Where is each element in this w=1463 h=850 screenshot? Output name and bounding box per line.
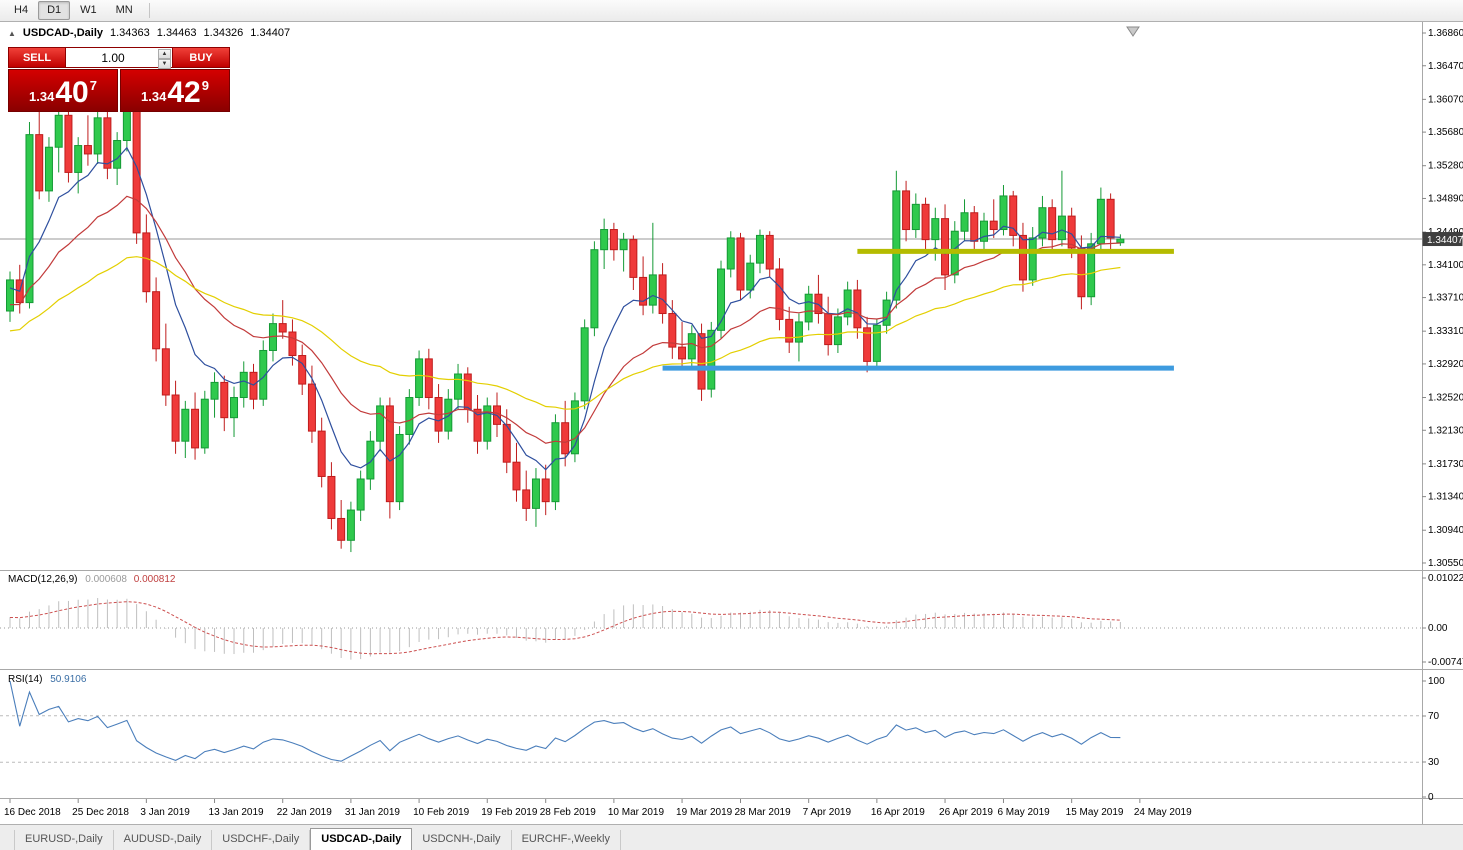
svg-text:1.32520: 1.32520 [1428,393,1463,404]
rsi-indicator-label: RSI(14) 50.9106 [8,674,86,685]
sell-button[interactable]: SELL [8,47,66,68]
svg-text:10 Feb 2019: 10 Feb 2019 [413,807,470,818]
svg-text:15 May 2019: 15 May 2019 [1066,807,1124,818]
svg-text:70: 70 [1428,711,1440,722]
svg-text:1.34407: 1.34407 [1427,235,1463,246]
volume-spinner: ▲ ▼ [158,49,171,69]
tab-usdcad-daily[interactable]: USDCAD-,Daily [310,828,413,850]
svg-text:26 Apr 2019: 26 Apr 2019 [939,807,993,818]
timeframe-w1-button[interactable]: W1 [80,4,97,16]
svg-text:1.35680: 1.35680 [1428,127,1463,138]
macd-panel: 0.010229 0.00 -0.007477 [0,573,1463,668]
one-click-trade-panel: SELL ▲ ▼ BUY 1.34 40 7 1.34 42 9 [8,47,230,112]
svg-text:1.31730: 1.31730 [1428,459,1463,470]
collapse-panel-icon[interactable]: ▲ [8,28,16,38]
svg-text:0: 0 [1428,792,1434,803]
svg-text:16 Dec 2018: 16 Dec 2018 [4,807,61,818]
tab-eurchf-weekly[interactable]: EURCHF-,Weekly [512,830,621,850]
macd-signal-value: 0.000812 [133,574,176,585]
ohlc-low: 1.34326 [203,27,244,39]
macd-name: MACD(12,26,9) [8,574,78,585]
ask-price-display[interactable]: 1.34 42 9 [120,69,230,112]
svg-text:6 May 2019: 6 May 2019 [997,807,1050,818]
macd-indicator-label: MACD(12,26,9) 0.000608 0.000812 [8,574,175,585]
rsi-value: 50.9106 [50,674,87,685]
bid-big-digits: 40 [55,76,89,110]
svg-text:1.36860: 1.36860 [1428,28,1463,39]
macd-main-value: 0.000608 [85,574,127,585]
current-price-tag: 1.34407 [1422,232,1463,247]
svg-text:1.34100: 1.34100 [1428,260,1463,271]
rsi-panel: 100 70 30 0 [0,676,1445,803]
svg-text:1.34890: 1.34890 [1428,193,1463,204]
tab-audusd-daily[interactable]: AUDUSD-,Daily [114,830,213,850]
svg-text:0.010229: 0.010229 [1428,573,1463,584]
svg-text:0.00: 0.00 [1428,623,1448,634]
symbol-title: USDCAD-,Daily [22,27,103,39]
ohlc-open: 1.34363 [110,27,150,39]
svg-text:1.33310: 1.33310 [1428,326,1463,337]
ohlc-high: 1.34463 [156,27,197,39]
volume-input[interactable] [66,48,172,67]
volume-down-icon[interactable]: ▼ [158,59,171,69]
bid-price-display[interactable]: 1.34 40 7 [8,69,118,112]
svg-text:13 Jan 2019: 13 Jan 2019 [209,807,264,818]
svg-text:7 Apr 2019: 7 Apr 2019 [803,807,852,818]
volume-box: ▲ ▼ [66,47,172,69]
svg-text:24 May 2019: 24 May 2019 [1134,807,1192,818]
svg-text:31 Jan 2019: 31 Jan 2019 [345,807,400,818]
tab-usdchf-daily[interactable]: USDCHF-,Daily [212,830,311,850]
svg-text:25 Dec 2018: 25 Dec 2018 [72,807,129,818]
svg-text:1.36470: 1.36470 [1428,61,1463,72]
svg-text:19 Mar 2019: 19 Mar 2019 [676,807,733,818]
svg-text:1.30550: 1.30550 [1428,558,1463,569]
bid-pip-digit: 7 [89,78,97,93]
svg-text:10 Mar 2019: 10 Mar 2019 [608,807,665,818]
tab-eurusd-daily[interactable]: EURUSD-,Daily [14,830,114,850]
svg-text:1.32130: 1.32130 [1428,425,1463,436]
svg-text:28 Mar 2019: 28 Mar 2019 [735,807,792,818]
chart-header: ▲ USDCAD-,Daily 1.34363 1.34463 1.34326 … [8,27,290,39]
svg-text:22 Jan 2019: 22 Jan 2019 [277,807,332,818]
svg-text:3 Jan 2019: 3 Jan 2019 [140,807,190,818]
price-axis-labels: 1.36860 1.36470 1.36070 1.35680 1.35280 1.348… [1422,28,1463,569]
svg-text:30: 30 [1428,757,1440,768]
svg-text:28 Feb 2019: 28 Feb 2019 [540,807,597,818]
ohlc-close: 1.34407 [250,27,291,39]
svg-text:1.30940: 1.30940 [1428,525,1463,536]
svg-text:1.35280: 1.35280 [1428,161,1463,172]
svg-text:19 Feb 2019: 19 Feb 2019 [481,807,538,818]
trend-lines [662,248,1174,371]
chart-shift-marker [1126,26,1140,37]
timeframe-mn-button[interactable]: MN [115,4,133,16]
timeframe-d1-button[interactable]: D1 [38,1,71,20]
timeframe-toolbar: H4 D1 W1 MN [0,0,1463,22]
chart-tabbar: EURUSD-,Daily AUDUSD-,Daily USDCHF-,Dail… [0,824,1463,850]
candlesticks [6,101,1125,553]
svg-text:1.33710: 1.33710 [1428,293,1463,304]
ask-pip-digit: 9 [201,78,209,93]
rsi-name: RSI(14) [8,674,43,685]
price-axis[interactable] [1422,22,1463,799]
volume-up-icon[interactable]: ▲ [158,49,171,59]
toolbar-separator [148,3,150,18]
ask-big-digits: 42 [167,76,201,110]
tab-usdcnh-daily[interactable]: USDCNH-,Daily [412,830,512,850]
ask-prefix: 1.34 [141,89,167,104]
buy-button[interactable]: BUY [172,47,230,68]
panel-frame [0,22,1463,824]
svg-text:16 Apr 2019: 16 Apr 2019 [871,807,925,818]
svg-text:-0.007477: -0.007477 [1428,657,1463,668]
date-axis[interactable] [0,799,1422,824]
svg-text:1.31340: 1.31340 [1428,492,1463,503]
timeframe-h4-button[interactable]: H4 [14,4,29,16]
svg-text:100: 100 [1428,676,1445,687]
svg-text:1.36070: 1.36070 [1428,94,1463,105]
svg-text:1.32920: 1.32920 [1428,359,1463,370]
moving-averages [9,146,1121,471]
bid-prefix: 1.34 [29,89,55,104]
date-axis-labels: 16 Dec 2018 25 Dec 2018 3 Jan 2019 13 Jan 2… [4,799,1192,818]
